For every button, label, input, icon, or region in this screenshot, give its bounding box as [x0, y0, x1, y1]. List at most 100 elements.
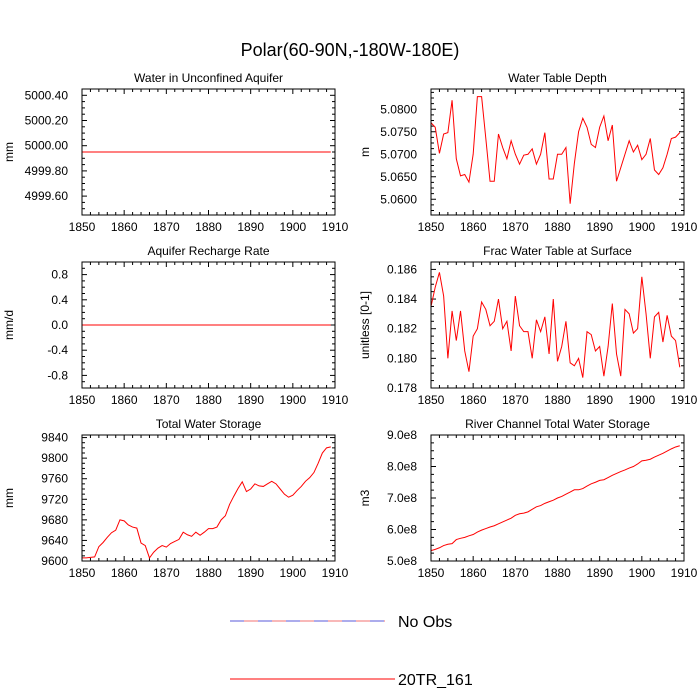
y-tick-label: 9760	[41, 472, 68, 486]
panel-title: Frac Water Table at Surface	[483, 244, 632, 258]
x-tick-label: 1910	[671, 220, 698, 234]
plot-frame	[81, 88, 336, 216]
x-tick-label: 1880	[544, 566, 571, 580]
x-tick-label: 1880	[195, 220, 222, 234]
x-tick-label: 1870	[153, 393, 180, 407]
y-tick-label: 5.0600	[380, 192, 417, 206]
x-tick-label: 1860	[111, 220, 138, 234]
x-tick-label: 1890	[237, 566, 264, 580]
plot-frame	[430, 88, 685, 216]
x-tick-label: 1860	[460, 393, 487, 407]
x-tick-label: 1860	[111, 566, 138, 580]
chart-panel-2: Water Table Depth m 1850 1860 1870 1880 1890 19…	[358, 71, 698, 234]
legend: No Obs 20TR_161	[230, 614, 473, 689]
y-tick-label: 9600	[41, 554, 68, 568]
y-tick-label: 5000.00	[25, 139, 69, 153]
y-tick-label: 0.4	[51, 293, 68, 307]
y-tick-label: 5.0e8	[387, 554, 417, 568]
plot-frame	[81, 261, 336, 389]
x-tick-label: 1870	[153, 220, 180, 234]
figure-title: Polar(60-90N,-180W-180E)	[241, 40, 460, 60]
chart-panel-3: Aquifer Recharge Rate mm/d 1850 1860 1870 188…	[2, 244, 349, 407]
y-tick-label: 9840	[41, 431, 68, 445]
x-tick-label: 1870	[502, 566, 529, 580]
panel-title: Water in Unconfined Aquifer	[134, 71, 283, 85]
x-tick-label: 1860	[460, 220, 487, 234]
series-line	[430, 445, 680, 552]
x-tick-label: 1850	[69, 393, 96, 407]
y-tick-label: 9800	[41, 451, 68, 465]
panel-title: Water Table Depth	[508, 71, 607, 85]
x-tick-label: 1900	[628, 566, 655, 580]
y-axis-label: m	[358, 147, 372, 157]
plot-frame	[430, 434, 685, 562]
panel-title: River Channel Total Water Storage	[465, 417, 650, 431]
y-tick-label: 5.0650	[380, 170, 417, 184]
x-tick-label: 1890	[237, 220, 264, 234]
legend-no-obs-label: No Obs	[398, 614, 452, 631]
x-tick-label: 1870	[502, 220, 529, 234]
y-tick-label: -0.4	[47, 343, 68, 357]
y-tick-label: 9680	[41, 513, 68, 527]
y-tick-label: 9720	[41, 492, 68, 506]
series-line	[430, 96, 681, 204]
y-tick-label: 5.0750	[380, 125, 417, 139]
y-tick-label: 5000.40	[25, 88, 69, 102]
x-tick-label: 1890	[586, 220, 613, 234]
y-tick-label: 9.0e8	[387, 428, 417, 442]
x-tick-label: 1860	[460, 566, 487, 580]
chart-panel-1: Water in Unconfined Aquifer mm 1850 1860 187…	[2, 71, 349, 234]
x-tick-label: 1880	[195, 566, 222, 580]
x-tick-label: 1860	[111, 393, 138, 407]
y-tick-label: 6.0e8	[387, 523, 417, 537]
plot-frame	[81, 434, 336, 562]
x-tick-label: 1880	[544, 393, 571, 407]
y-axis-label: m3	[358, 489, 372, 506]
y-tick-label: 0.0	[51, 318, 68, 332]
chart-panels: Water in Unconfined Aquifer mm 1850 1860 187…	[2, 71, 698, 580]
x-tick-label: 1880	[195, 393, 222, 407]
y-tick-label: 5000.20	[25, 114, 69, 128]
y-tick-label: 5.0700	[380, 147, 417, 161]
y-axis-label: unitless [0-1]	[358, 291, 372, 359]
y-tick-label: 0.8	[51, 268, 68, 282]
x-tick-label: 1870	[153, 566, 180, 580]
y-tick-label: 5.0800	[380, 102, 417, 116]
y-axis-label: mm	[2, 488, 16, 508]
y-tick-label: -0.8	[47, 368, 68, 382]
x-tick-label: 1900	[279, 393, 306, 407]
chart-panel-4: Frac Water Table at Surface unitless [0-1…	[358, 244, 698, 407]
x-tick-label: 1910	[322, 393, 349, 407]
y-tick-label: 4999.60	[25, 189, 69, 203]
series-line	[430, 272, 681, 378]
y-tick-label: 0.182	[387, 322, 417, 336]
x-tick-label: 1870	[502, 393, 529, 407]
x-tick-label: 1890	[586, 393, 613, 407]
y-axis-label: mm	[2, 142, 16, 162]
x-tick-label: 1890	[586, 566, 613, 580]
series-line	[82, 446, 331, 559]
x-tick-label: 1850	[418, 393, 445, 407]
x-tick-label: 1910	[322, 566, 349, 580]
x-tick-label: 1850	[69, 220, 96, 234]
x-tick-label: 1900	[628, 220, 655, 234]
y-tick-label: 0.186	[387, 262, 417, 276]
panel-title: Aquifer Recharge Rate	[147, 244, 269, 258]
x-tick-label: 1850	[418, 220, 445, 234]
x-tick-label: 1850	[418, 566, 445, 580]
x-tick-label: 1910	[671, 393, 698, 407]
x-tick-label: 1850	[69, 566, 96, 580]
y-tick-label: 0.184	[387, 292, 417, 306]
x-tick-label: 1890	[237, 393, 264, 407]
legend-20tr-label: 20TR_161	[398, 672, 473, 689]
x-tick-label: 1880	[544, 220, 571, 234]
chart-panel-5: Total Water Storage mm 1850 1860 1870 1880 189…	[2, 417, 349, 580]
chart-panel-6: River Channel Total Water Storage m3 1850 1…	[358, 417, 698, 580]
x-tick-label: 1910	[671, 566, 698, 580]
y-tick-label: 8.0e8	[387, 460, 417, 474]
x-tick-label: 1910	[322, 220, 349, 234]
panel-title: Total Water Storage	[156, 417, 262, 431]
y-tick-label: 4999.80	[25, 164, 69, 178]
x-tick-label: 1900	[628, 393, 655, 407]
